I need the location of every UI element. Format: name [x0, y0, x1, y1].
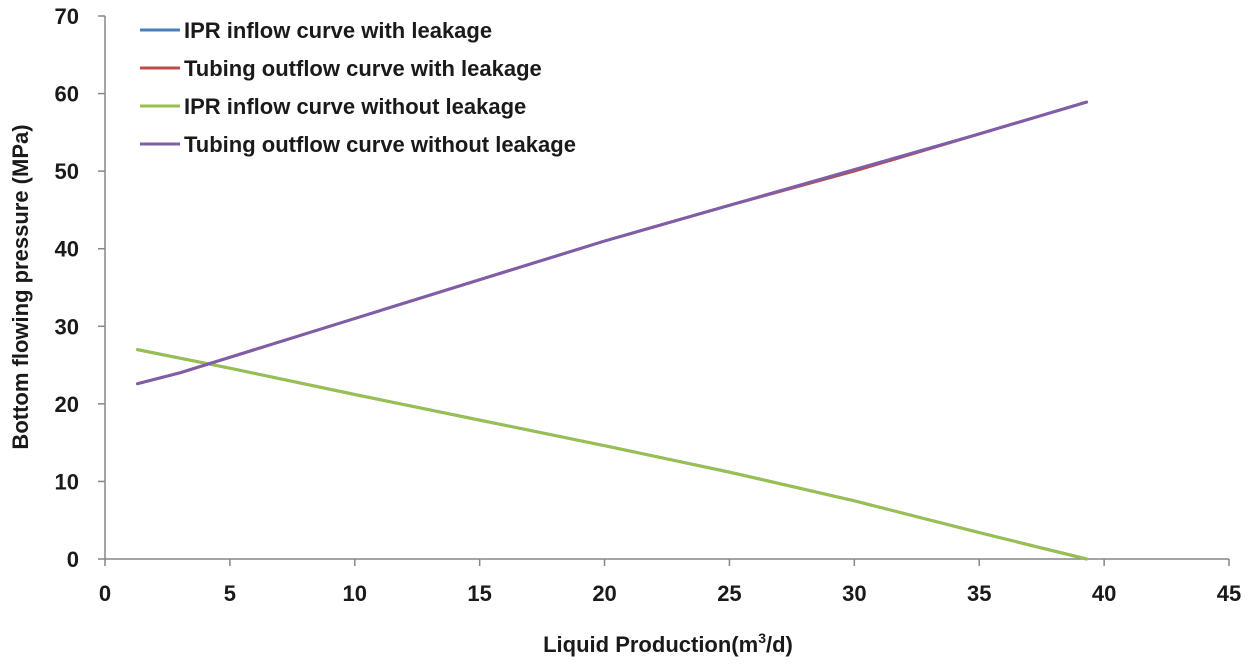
x-tick-label: 45 [1217, 581, 1241, 606]
y-tick-label: 0 [67, 547, 79, 572]
y-tick-label: 30 [55, 314, 79, 339]
y-tick-labels: 0 10 20 30 40 50 60 70 [55, 4, 79, 572]
x-tick-label: 25 [717, 581, 741, 606]
y-tick-label: 50 [55, 159, 79, 184]
y-tick-label: 70 [55, 4, 79, 29]
y-tick-label: 20 [55, 392, 79, 417]
legend-label-1: IPR inflow curve with leakage [184, 18, 492, 43]
legend-label-2: Tubing outflow curve with leakage [184, 56, 542, 81]
x-tick-label: 10 [343, 581, 367, 606]
chart-legend: IPR inflow curve with leakage Tubing outf… [140, 18, 576, 157]
x-tick-labels: 0 5 10 15 20 25 30 35 40 45 [99, 581, 1241, 606]
series-lines [136, 100, 1089, 561]
legend-label-4: Tubing outflow curve without leakage [184, 132, 576, 157]
x-axis-title: Liquid Production(m3/d) [543, 630, 793, 657]
x-axis-title-tail: /d) [766, 632, 793, 657]
y-tick-label: 40 [55, 237, 79, 262]
series-line-4 [136, 100, 1089, 386]
y-tick-label: 60 [55, 82, 79, 107]
y-axis-title: Bottom flowing pressure (MPa) [8, 124, 33, 449]
x-tick-label: 35 [967, 581, 991, 606]
y-tick-label: 10 [55, 469, 79, 494]
legend-label-3: IPR inflow curve without leakage [184, 94, 526, 119]
x-tick-label: 40 [1092, 581, 1116, 606]
chart-axes [98, 15, 1230, 566]
x-axis-title-superscript: 3 [758, 630, 766, 646]
x-tick-label: 20 [592, 581, 616, 606]
x-tick-label: 30 [842, 581, 866, 606]
series-line-1 [136, 348, 1089, 561]
x-tick-label: 15 [467, 581, 491, 606]
x-axis-title-main: Liquid Production(m [543, 632, 758, 657]
series-line-3 [136, 348, 1089, 561]
x-tick-label: 5 [224, 581, 236, 606]
x-tick-label: 0 [99, 581, 111, 606]
